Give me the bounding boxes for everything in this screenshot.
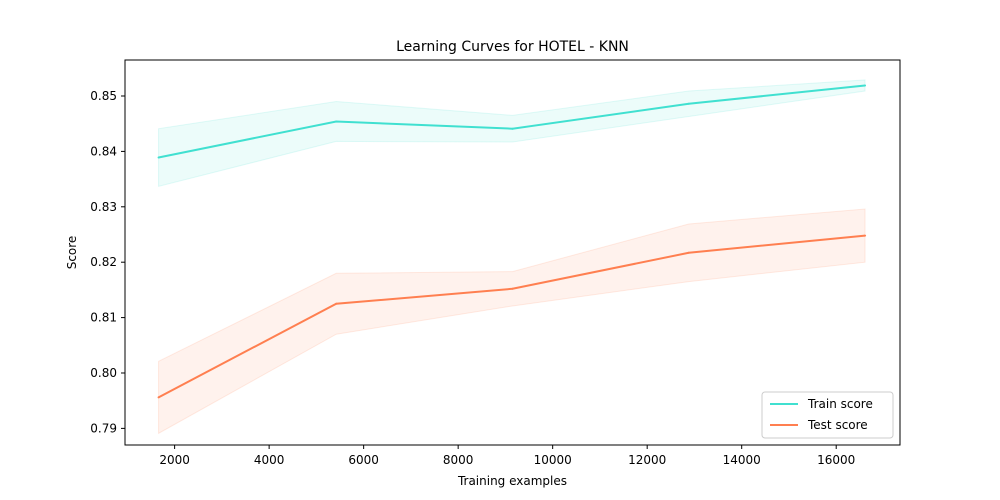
series-lines	[157, 84, 867, 399]
test-score-point	[687, 251, 690, 254]
x-tick-label: 12000	[628, 453, 666, 467]
x-tick-label: 16000	[817, 453, 855, 467]
train-score-point	[864, 84, 867, 87]
chart-title: Learning Curves for HOTEL - KNN	[396, 39, 629, 55]
y-tick-label: 0.81	[90, 311, 117, 325]
y-tick-label: 0.80	[90, 366, 117, 380]
x-axis-title: Training examples	[457, 474, 567, 488]
test-score-point	[157, 396, 160, 399]
train-score-point	[687, 102, 690, 105]
x-tick-label: 4000	[254, 453, 285, 467]
x-tick-label: 10000	[534, 453, 572, 467]
legend: Train score Test score	[761, 391, 894, 439]
test-score-point	[511, 287, 514, 290]
y-tick-label: 0.82	[90, 255, 117, 269]
plot-frame	[124, 59, 901, 446]
confidence-bands	[158, 79, 866, 435]
y-tick-label: 0.85	[90, 89, 117, 103]
legend-label-test-score: Test score	[807, 418, 868, 432]
legend-label-train-score: Train score	[807, 397, 873, 411]
test-score-point	[864, 234, 867, 237]
y-tick-label: 0.83	[90, 200, 117, 214]
train-score-band	[158, 79, 866, 187]
y-tick-label: 0.79	[90, 421, 117, 435]
x-tick-label: 2000	[159, 453, 190, 467]
train-score-point	[157, 156, 160, 159]
x-tick-label: 8000	[443, 453, 474, 467]
train-score-point	[335, 120, 338, 123]
y-axis-title: Score	[65, 236, 79, 270]
train-score-point	[511, 127, 514, 130]
test-score-point	[335, 302, 338, 305]
y-axis-ticks: 0.79 0.80 0.81 0.82 0.83 0.84 0.85	[90, 89, 125, 435]
x-axis-ticks: 2000 4000 6000 8000 10000 12000 14000 16000	[159, 445, 855, 467]
x-tick-label: 14000	[723, 453, 761, 467]
y-tick-label: 0.84	[90, 144, 117, 158]
x-tick-label: 6000	[348, 453, 379, 467]
test-score-band	[158, 208, 866, 435]
